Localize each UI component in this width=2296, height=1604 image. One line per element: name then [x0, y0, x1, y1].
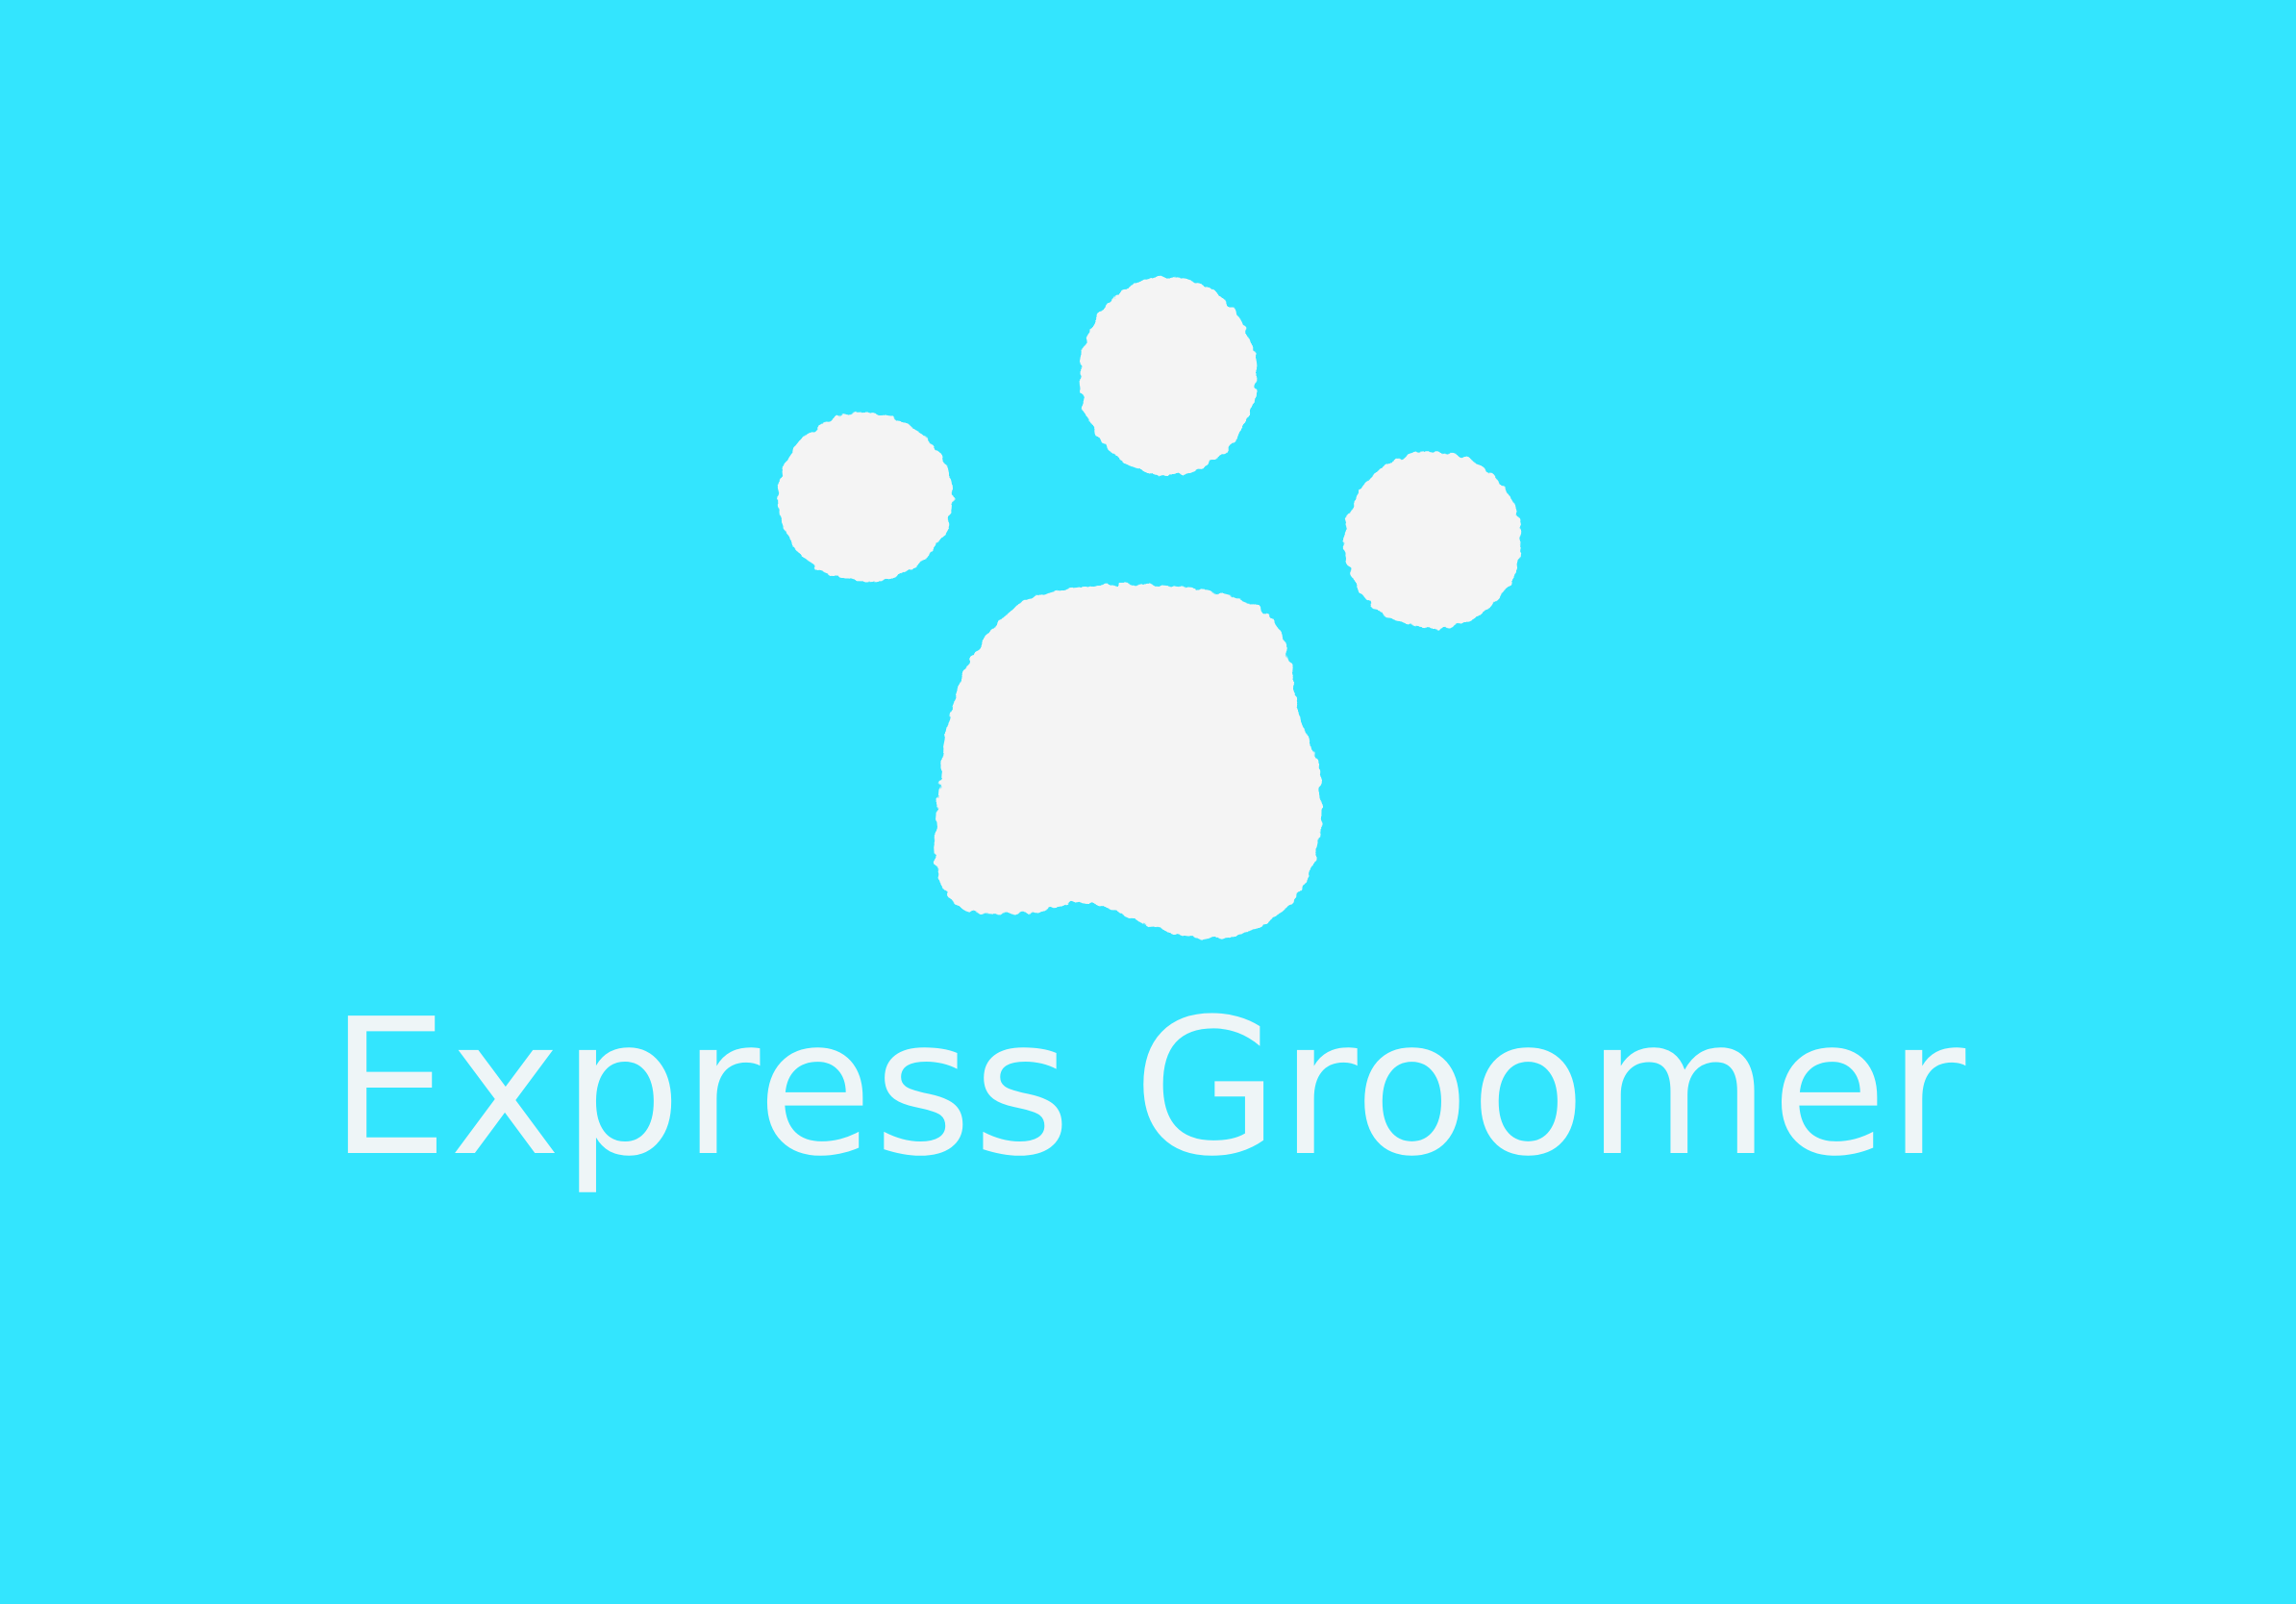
- app-title: Express Groomer: [329, 979, 1967, 1198]
- paw-toe-top: [1080, 277, 1257, 475]
- paw-pad: [934, 584, 1322, 939]
- paw-toe-left: [778, 413, 953, 582]
- paw-toe-right: [1344, 452, 1521, 629]
